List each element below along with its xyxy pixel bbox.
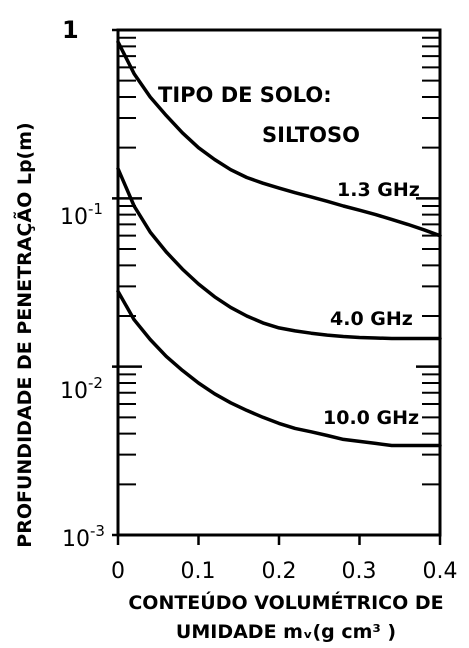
curves bbox=[116, 40, 442, 448]
y-axis-title: PROFUNDIDADE DE PENETRAÇÃO Lp(m) bbox=[12, 122, 36, 547]
series-label-1-3ghz: 1.3 GHz bbox=[337, 179, 420, 201]
series-label-4-0ghz: 4.0 GHz bbox=[330, 308, 413, 330]
x-tick-label-0-4: 0.4 bbox=[423, 559, 458, 584]
x-tick-label-0-2: 0.2 bbox=[262, 559, 297, 584]
major-ticks bbox=[112, 28, 442, 545]
series-line-1-3-ghz bbox=[116, 40, 442, 238]
x-axis-title-line-1: CONTEÚDO VOLUMÉTRICO DE bbox=[128, 590, 443, 614]
x-tick-label-0-3: 0.3 bbox=[342, 559, 377, 584]
series-label-10-0ghz: 10.0 GHz bbox=[323, 407, 419, 429]
soil-type-label: TIPO DE SOLO: bbox=[158, 83, 332, 107]
soil-type-value: SILTOSO bbox=[262, 123, 360, 147]
x-tick-label-0-1: 0.1 bbox=[181, 559, 216, 584]
y-tick-label-1e-2: 10-2 bbox=[60, 374, 103, 404]
series-line-4-0-ghz bbox=[116, 166, 442, 341]
y-tick-label-1e-3: 10-3 bbox=[62, 522, 105, 552]
minor-ticks bbox=[118, 36, 440, 486]
series-line-10-0-ghz bbox=[116, 289, 442, 448]
x-tick-label-0: 0 bbox=[111, 559, 125, 584]
y-tick-label-1: 1 bbox=[62, 16, 79, 44]
x-axis-title-line-2: UMIDADE mᵥ(g cm³ ) bbox=[176, 621, 396, 643]
y-tick-label-1e-1: 10-1 bbox=[60, 200, 103, 230]
